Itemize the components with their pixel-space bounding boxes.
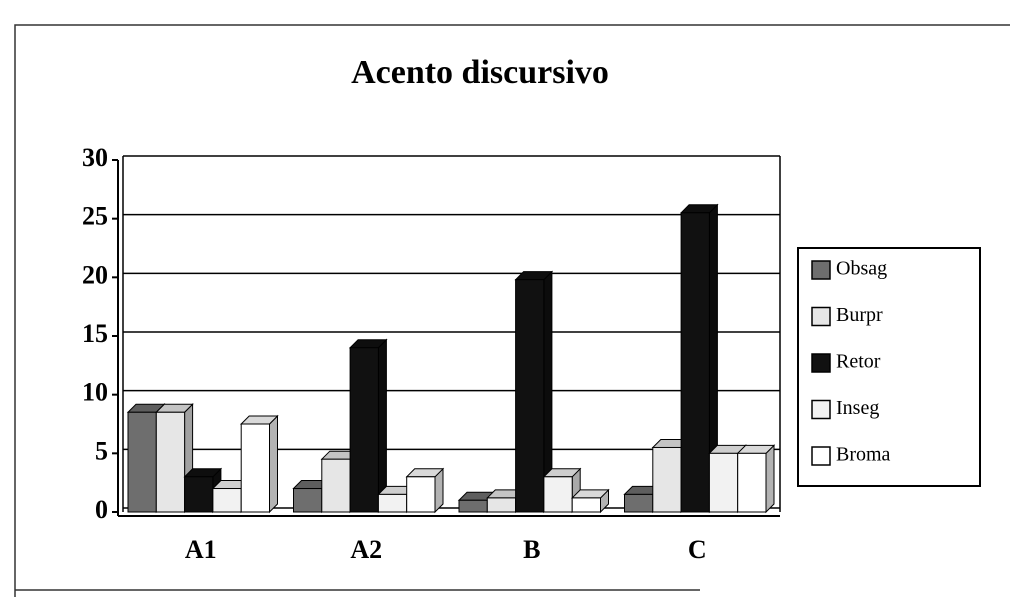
bar xyxy=(377,493,408,513)
bar xyxy=(737,452,767,513)
legend-swatch xyxy=(811,353,831,373)
frame xyxy=(14,24,1010,597)
bar xyxy=(349,347,379,513)
bar xyxy=(293,488,323,513)
legend-label: Broma xyxy=(836,444,891,466)
bar xyxy=(486,497,517,513)
bar xyxy=(458,499,488,513)
y-tick-label: 5 xyxy=(95,436,108,465)
bar xyxy=(680,212,710,513)
legend-label: Burpr xyxy=(836,304,883,326)
legend-label: Obsag xyxy=(836,258,887,280)
y-tick-label: 20 xyxy=(82,260,108,289)
legend-label: Retor xyxy=(836,351,881,373)
bar xyxy=(155,411,186,513)
legend-swatch xyxy=(811,446,831,466)
y-tick-label: 30 xyxy=(82,143,108,172)
y-tick-label: 15 xyxy=(82,319,108,348)
bar xyxy=(127,411,157,513)
bar xyxy=(406,476,436,513)
bar xyxy=(571,497,602,513)
legend-swatch xyxy=(811,306,831,327)
bar-side xyxy=(765,444,775,514)
x-tick-label: C xyxy=(688,535,707,564)
x-tick-label: A1 xyxy=(185,535,217,564)
bar xyxy=(708,452,739,513)
bar xyxy=(624,493,654,513)
x-tick-label: A2 xyxy=(350,535,382,564)
y-tick-label: 25 xyxy=(82,202,108,231)
bar xyxy=(321,458,351,513)
legend-swatch xyxy=(811,399,831,420)
legend-swatch xyxy=(811,260,831,280)
bar xyxy=(652,446,682,513)
x-tick-label: B xyxy=(523,535,540,564)
y-tick-label: 0 xyxy=(95,495,108,524)
bar-side xyxy=(377,338,387,514)
bar xyxy=(240,423,270,513)
legend-label: Inseg xyxy=(836,397,879,419)
bar xyxy=(543,476,573,513)
bar xyxy=(212,488,242,513)
bar xyxy=(515,279,545,513)
bar-side xyxy=(269,414,278,514)
bar xyxy=(184,476,214,513)
chart-title: Acento discursivo xyxy=(351,54,609,91)
y-tick-label: 10 xyxy=(82,378,108,407)
